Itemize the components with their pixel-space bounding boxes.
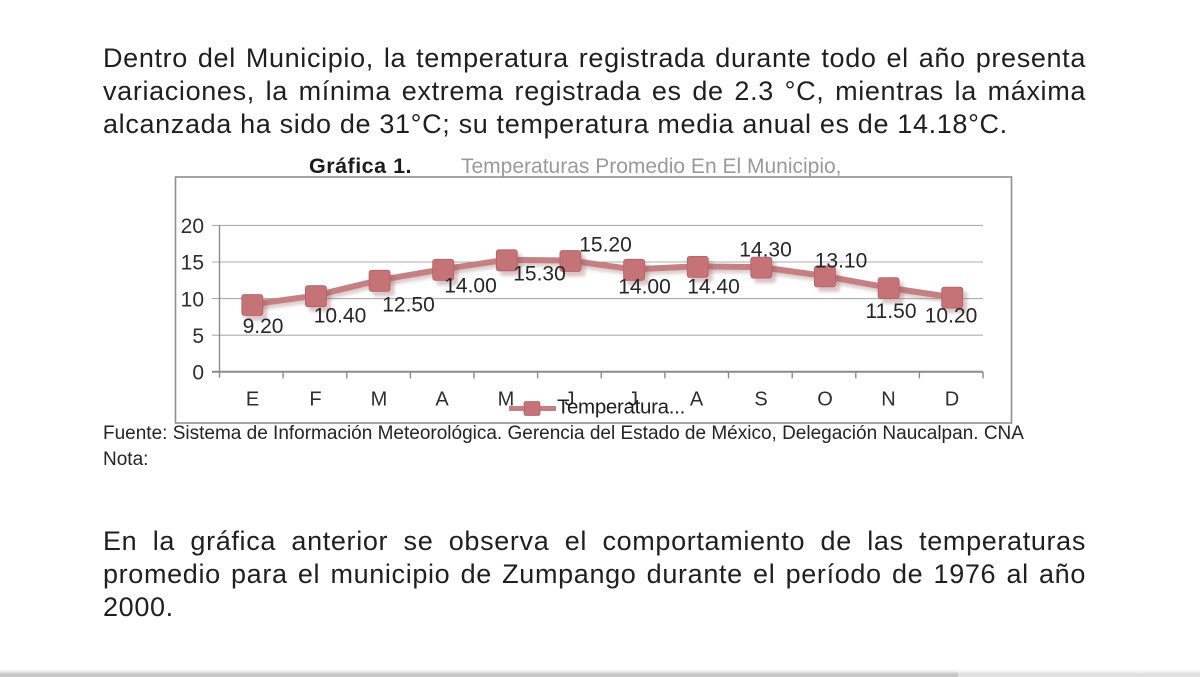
svg-text:15.20: 15.20 [579, 234, 632, 257]
svg-text:0: 0 [192, 361, 204, 384]
svg-text:M: M [371, 389, 388, 411]
svg-text:14.00: 14.00 [444, 275, 497, 298]
svg-text:J: J [565, 389, 575, 411]
svg-text:10.20: 10.20 [925, 305, 978, 328]
svg-text:Temperatura...: Temperatura... [557, 396, 685, 419]
svg-text:S: S [754, 389, 767, 411]
svg-text:10.40: 10.40 [314, 305, 367, 328]
svg-text:D: D [945, 389, 959, 411]
svg-text:9.20: 9.20 [243, 315, 284, 338]
svg-text:14.30: 14.30 [739, 239, 792, 262]
svg-text:A: A [435, 389, 449, 411]
svg-text:F: F [309, 389, 321, 411]
svg-text:J: J [628, 389, 638, 411]
svg-text:E: E [246, 389, 259, 411]
svg-text:20: 20 [181, 215, 204, 238]
svg-text:Gráfica 1.: Gráfica 1. [309, 154, 412, 178]
svg-text:15.30: 15.30 [513, 263, 566, 286]
svg-text:14.00: 14.00 [618, 276, 671, 299]
svg-text:13.10: 13.10 [815, 250, 868, 273]
svg-text:5: 5 [192, 325, 204, 348]
svg-text:15: 15 [181, 252, 204, 275]
svg-text:N: N [881, 389, 895, 411]
svg-text:14.40: 14.40 [687, 276, 740, 299]
svg-text:10: 10 [181, 289, 204, 312]
svg-text:12.50: 12.50 [382, 294, 435, 317]
svg-text:M: M [498, 389, 515, 411]
svg-text:O: O [817, 389, 833, 411]
svg-text:Temperaturas Promedio En El Mu: Temperaturas Promedio En El Municipio, [461, 155, 842, 178]
svg-text:11.50: 11.50 [866, 300, 917, 323]
svg-text:A: A [690, 389, 704, 411]
